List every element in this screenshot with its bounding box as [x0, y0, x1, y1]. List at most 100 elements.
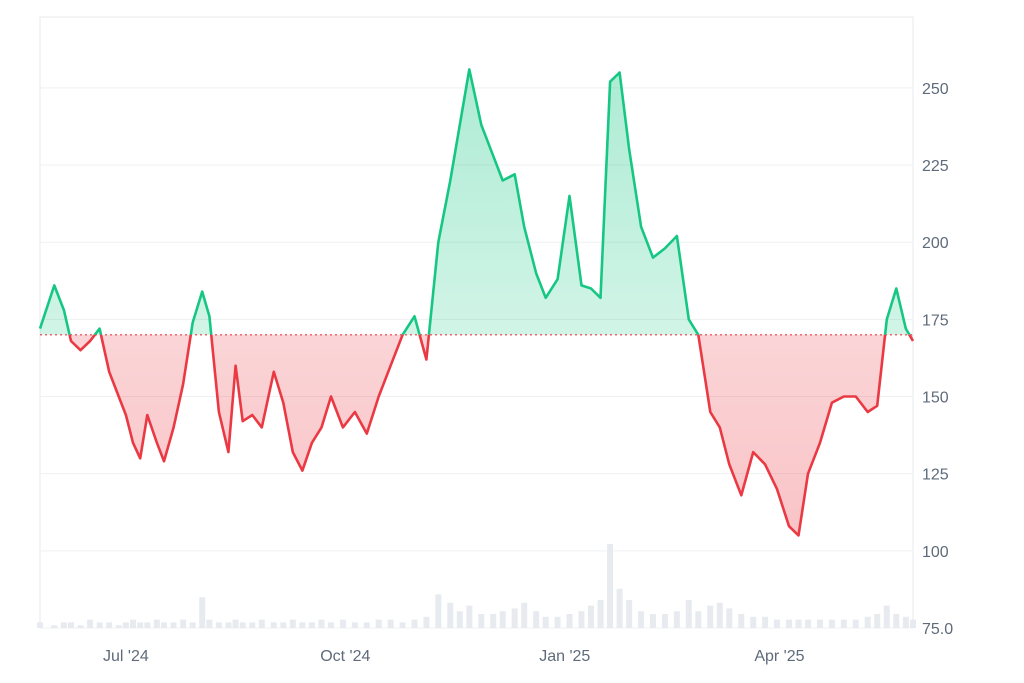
volume-bar	[685, 600, 692, 628]
volume-bar	[883, 605, 890, 628]
volume-bar	[308, 622, 315, 628]
volume-bar	[199, 597, 206, 628]
volume-bar	[447, 602, 454, 628]
y-tick-label: 250	[922, 81, 949, 98]
volume-bar	[161, 622, 168, 628]
volume-bar	[840, 619, 847, 628]
volume-bar	[828, 619, 835, 628]
volume-bar	[115, 625, 122, 628]
volume-bar	[299, 622, 306, 628]
y-axis-labels: 250 225 200 175 150 125 100 75.0	[922, 81, 953, 638]
volume-bar	[626, 600, 633, 628]
x-tick-label: Oct '24	[320, 648, 370, 665]
volume-bar	[774, 619, 781, 628]
price-lines	[38, 68, 915, 537]
volume-bar	[87, 619, 94, 628]
volume-bar	[650, 614, 657, 628]
area-above-baseline	[40, 69, 913, 335]
volume-bar	[339, 619, 346, 628]
volume-bar	[578, 611, 585, 628]
volume-bar	[206, 619, 213, 628]
volume-bar	[726, 608, 733, 628]
volume-bar	[225, 622, 232, 628]
volume-bar	[239, 622, 246, 628]
volume-bar	[478, 614, 485, 628]
volume-bar	[180, 619, 187, 628]
volume-bar	[77, 625, 84, 628]
volume-bar	[750, 616, 757, 628]
volume-bar	[122, 622, 129, 628]
volume-bar	[695, 611, 702, 628]
volume-bar	[874, 614, 881, 628]
volume-bar	[597, 600, 604, 628]
volume-bar	[499, 611, 506, 628]
volume-bar	[130, 619, 137, 628]
y-tick-label: 100	[922, 544, 949, 561]
volume-bar	[106, 622, 113, 628]
volume-bar	[258, 619, 265, 628]
volume-bar	[542, 616, 549, 628]
volume-bar	[37, 622, 43, 628]
volume-bar	[423, 616, 430, 628]
volume-bar	[60, 622, 67, 628]
x-axis-labels: Jul '24 Oct '24 Jan '25 Apr '25	[103, 648, 805, 665]
y-tick-label: 225	[922, 158, 949, 175]
volume-bar	[466, 605, 473, 628]
volume-bar	[435, 594, 442, 628]
volume-bar	[816, 619, 823, 628]
volume-bar	[762, 616, 769, 628]
volume-bar	[137, 622, 144, 628]
volume-bars	[37, 544, 916, 628]
volume-bar	[363, 622, 370, 628]
volume-bar	[707, 605, 714, 628]
volume-bar	[805, 619, 812, 628]
volume-bar	[96, 622, 103, 628]
x-tick-label: Apr '25	[754, 648, 804, 665]
volume-bar	[587, 605, 594, 628]
y-tick-label: 200	[922, 235, 949, 252]
volume-bar	[566, 614, 573, 628]
volume-bar	[511, 608, 518, 628]
volume-bar	[68, 622, 75, 628]
volume-bar	[738, 614, 745, 628]
volume-bar	[289, 619, 296, 628]
volume-bar	[189, 622, 196, 628]
x-tick-label: Jul '24	[103, 648, 149, 665]
volume-bar	[411, 619, 418, 628]
volume-bar	[864, 616, 871, 628]
volume-bar	[375, 619, 382, 628]
volume-bar	[318, 619, 325, 628]
volume-bar	[280, 622, 287, 628]
volume-bar	[249, 622, 256, 628]
volume-bar	[232, 619, 239, 628]
volume-bar	[51, 625, 58, 628]
y-tick-label: 125	[922, 467, 949, 484]
volume-bar	[554, 616, 561, 628]
volume-bar	[399, 622, 406, 628]
volume-bar	[521, 602, 528, 628]
volume-bar	[607, 544, 614, 628]
price-line-down	[68, 334, 915, 537]
y-tick-label: 175	[922, 312, 949, 329]
volume-bar	[328, 622, 334, 628]
volume-bar	[638, 611, 645, 628]
area-below-baseline	[69, 334, 913, 536]
volume-bar	[795, 619, 802, 628]
y-tick-label: 75.0	[922, 621, 953, 638]
price-areas	[40, 69, 913, 536]
volume-bar	[852, 619, 859, 628]
volume-bar	[490, 614, 497, 628]
volume-bar	[533, 611, 540, 628]
volume-bar	[456, 611, 463, 628]
volume-bar	[785, 619, 792, 628]
volume-bar	[716, 602, 723, 628]
volume-bar	[673, 611, 680, 628]
volume-bar	[661, 614, 668, 628]
y-tick-label: 150	[922, 390, 949, 407]
volume-bar	[893, 614, 900, 628]
volume-bar	[387, 619, 394, 628]
volume-bar	[215, 622, 222, 628]
volume-bar	[270, 622, 277, 628]
price-line-up	[38, 68, 911, 335]
